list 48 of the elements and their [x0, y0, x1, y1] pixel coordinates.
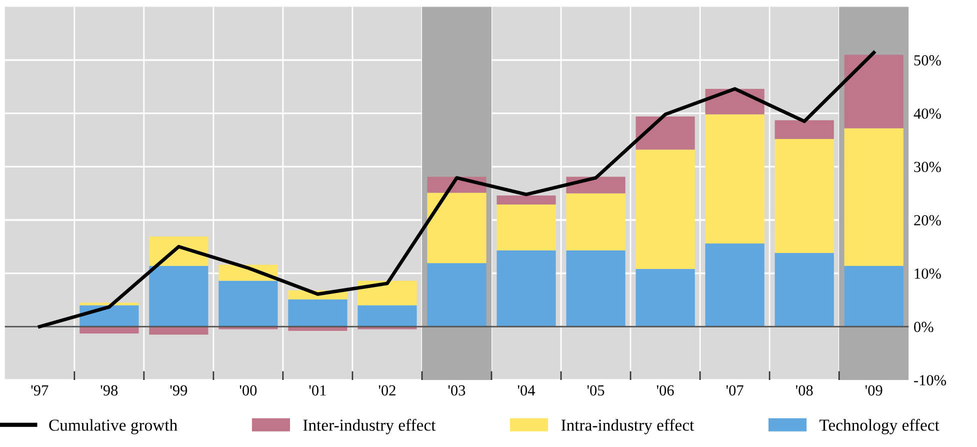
bar — [288, 299, 348, 327]
legend-label: Inter-industry effect — [303, 418, 436, 434]
x-tick-label: '02 — [378, 385, 396, 396]
line-series — [38, 50, 876, 328]
bar — [496, 250, 556, 327]
bar — [496, 204, 556, 250]
bar — [358, 280, 417, 306]
x-tick-label: '04 — [518, 385, 536, 396]
bar — [80, 302, 139, 306]
bar — [774, 138, 834, 254]
bar — [218, 280, 278, 327]
bar — [844, 266, 904, 327]
bar — [774, 253, 834, 327]
bar — [427, 192, 486, 264]
x-tick-label: '05 — [587, 385, 604, 396]
y-tick-label: 20% — [914, 215, 941, 226]
legend-label: Cumulative growth — [49, 419, 178, 434]
bar — [705, 243, 764, 327]
bar — [844, 54, 904, 128]
x-tick-label: '98 — [100, 385, 118, 396]
x-tick-label: '99 — [170, 385, 188, 396]
x-tick-label: '08 — [796, 385, 813, 396]
legend-label: Intra-industry effect — [561, 418, 694, 434]
bar — [636, 269, 695, 327]
y-tick-label: 10% — [914, 268, 941, 279]
legend-label: Technology effect — [819, 418, 940, 434]
x-tick-label: '00 — [240, 385, 257, 396]
y-tick-label: 50% — [914, 55, 941, 66]
y-tick-label: 30% — [914, 162, 941, 172]
bar — [705, 114, 764, 244]
x-tick-label: '07 — [726, 385, 744, 396]
bar — [566, 193, 626, 250]
x-tick-label: '97 — [31, 385, 48, 396]
bar — [149, 266, 208, 327]
bar — [427, 263, 486, 327]
bar — [358, 305, 417, 327]
bar — [496, 195, 556, 205]
x-tick-label: '09 — [865, 385, 882, 396]
bar — [566, 250, 626, 327]
x-tick-label: '06 — [656, 385, 674, 396]
x-tick-label: '01 — [309, 385, 326, 396]
y-tick-label: 0% — [914, 322, 934, 332]
y-tick-label: -10% — [914, 375, 946, 386]
x-tick-label: '03 — [448, 385, 466, 396]
bar — [774, 120, 834, 139]
bar — [636, 150, 695, 270]
bar — [636, 116, 695, 150]
y-tick-label: 40% — [914, 108, 941, 119]
